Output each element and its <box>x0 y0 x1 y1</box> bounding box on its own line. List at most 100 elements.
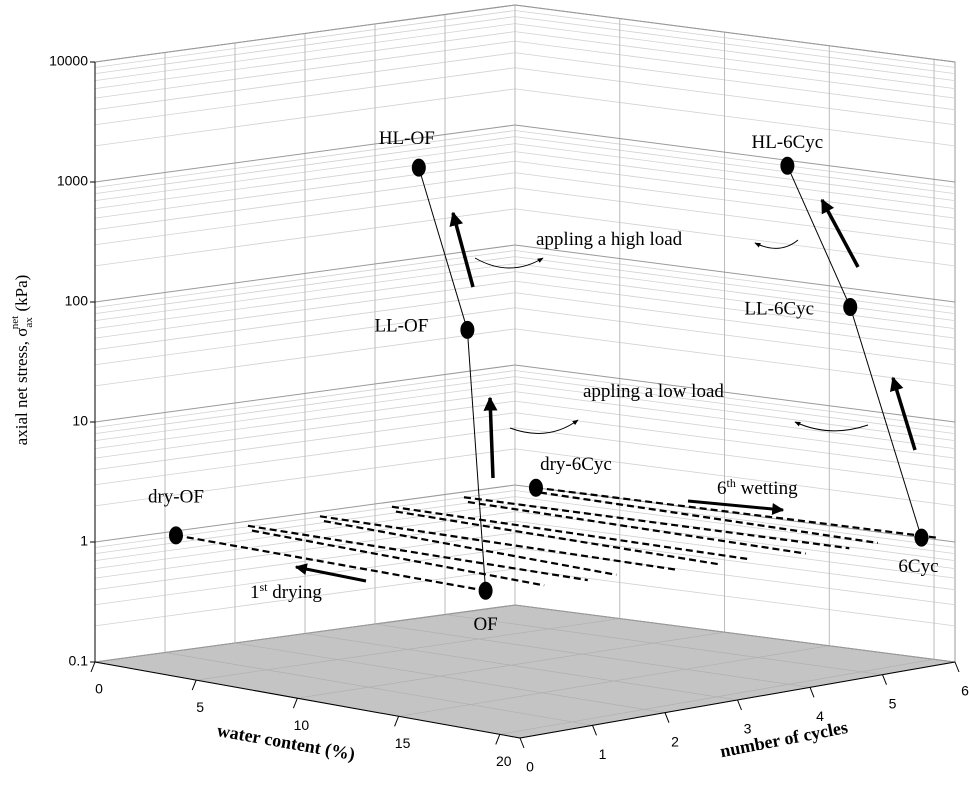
y-axis-title: axial net stress, σaxnet (kPa) <box>9 275 35 446</box>
tick-mark <box>191 679 197 691</box>
minor-grid-line <box>514 10 956 68</box>
minor-grid-line <box>514 187 956 246</box>
floor-grid-line <box>196 618 620 681</box>
arrow <box>820 198 860 268</box>
arrow <box>294 563 367 583</box>
minor-grid-line <box>514 292 956 351</box>
point-label: dry-6Cyc <box>540 454 612 475</box>
y-tick-label: 10 <box>72 413 88 429</box>
point-label: 6Cyc <box>898 556 938 577</box>
tick-mark <box>954 661 960 673</box>
x-tick-label: 10 <box>294 717 310 733</box>
annotation-part: 1 <box>250 582 260 603</box>
grid-line <box>514 124 956 183</box>
grid-line <box>514 244 956 303</box>
minor-grid-line <box>514 88 956 147</box>
minor-grid-line <box>514 391 956 450</box>
cycle-path <box>463 496 850 550</box>
annotation-part: appling a low load <box>583 381 724 402</box>
point-label: LL-OF <box>374 315 428 336</box>
point <box>780 156 795 175</box>
minor-grid-line <box>514 376 956 435</box>
z-axis-title: number of cycles <box>718 717 849 761</box>
point <box>460 320 475 339</box>
minor-grid-line <box>514 67 956 126</box>
y-tick-label: 0.1 <box>69 653 89 669</box>
curved-arrow <box>474 257 544 269</box>
floor-grid-line <box>297 631 725 699</box>
minor-grid-line <box>514 400 956 459</box>
cycle-path <box>247 524 588 582</box>
minor-grid-line <box>514 151 956 210</box>
y-title-part: axial net stress, σ <box>12 328 31 446</box>
minor-grid-line <box>514 16 956 75</box>
point-label: HL-6Cyc <box>751 132 823 153</box>
grid-line <box>94 124 516 183</box>
point-label: OF <box>473 614 497 635</box>
cycle-path <box>467 500 806 555</box>
curved-arrow <box>509 419 579 434</box>
z-tick-label: 6 <box>961 683 969 699</box>
arrow <box>687 499 785 515</box>
right-wall <box>514 4 956 663</box>
arrow <box>483 396 498 479</box>
floor-grid-line <box>164 652 593 726</box>
cycle-path <box>391 505 748 560</box>
minor-grid-line <box>514 40 956 99</box>
floor-grid-line <box>374 623 811 688</box>
annotation-part: 6 <box>717 478 727 499</box>
y-title-part: (kPa) <box>12 275 31 316</box>
point-label: HL-OF <box>379 128 435 149</box>
minor-grid-line <box>514 370 956 428</box>
cycle-path <box>323 519 617 576</box>
minor-grid-line <box>514 496 956 555</box>
minor-grid-line <box>514 547 956 606</box>
minor-grid-line <box>514 160 956 219</box>
minor-grid-line <box>514 136 956 195</box>
z-tick-label: 2 <box>671 733 679 749</box>
minor-grid-line <box>514 427 956 486</box>
cycle-path <box>319 515 676 571</box>
point <box>914 528 929 547</box>
floor-grid-line <box>304 633 738 701</box>
minor-grid-line <box>514 250 956 308</box>
minor-grid-line <box>514 280 956 339</box>
point <box>843 298 858 317</box>
minor-grid-line <box>514 130 956 188</box>
minor-grid-line <box>514 520 956 579</box>
x-tick-label: 15 <box>395 735 411 751</box>
cycle-path <box>175 534 486 592</box>
connector <box>849 306 922 538</box>
cycle-path <box>539 491 879 545</box>
z-tick-label: 4 <box>816 708 824 724</box>
floor-grid-line <box>499 658 935 735</box>
x-axis-title: water content (%) <box>215 720 356 765</box>
tick-mark <box>592 725 597 736</box>
y-tick-label: 10000 <box>49 53 88 69</box>
tick-mark <box>519 737 525 749</box>
x-tick-label: 0 <box>95 681 103 697</box>
annotation-part: wetting <box>736 478 798 499</box>
minor-grid-line <box>514 532 956 591</box>
annotation: 1st drying <box>250 580 322 603</box>
y-tick-label: 1 <box>80 533 88 549</box>
floor-grid-line <box>398 645 830 717</box>
arrows <box>294 198 917 583</box>
cycle-path <box>535 486 937 539</box>
annotation-sup: st <box>260 580 269 594</box>
annotation: appling a high load <box>536 229 683 250</box>
z-tick-label: 0 <box>526 759 534 775</box>
y-title-sup: net <box>9 316 21 329</box>
tick-mark <box>495 734 501 745</box>
grid-line <box>94 364 516 423</box>
cycle-path <box>251 529 545 587</box>
y-title-sub: ax <box>23 317 35 328</box>
minor-grid-line <box>514 328 956 387</box>
point <box>478 581 493 600</box>
minor-grid-line <box>514 256 956 315</box>
tick-mark <box>809 687 815 698</box>
minor-grid-line <box>514 271 956 330</box>
tick-mark <box>737 699 742 711</box>
